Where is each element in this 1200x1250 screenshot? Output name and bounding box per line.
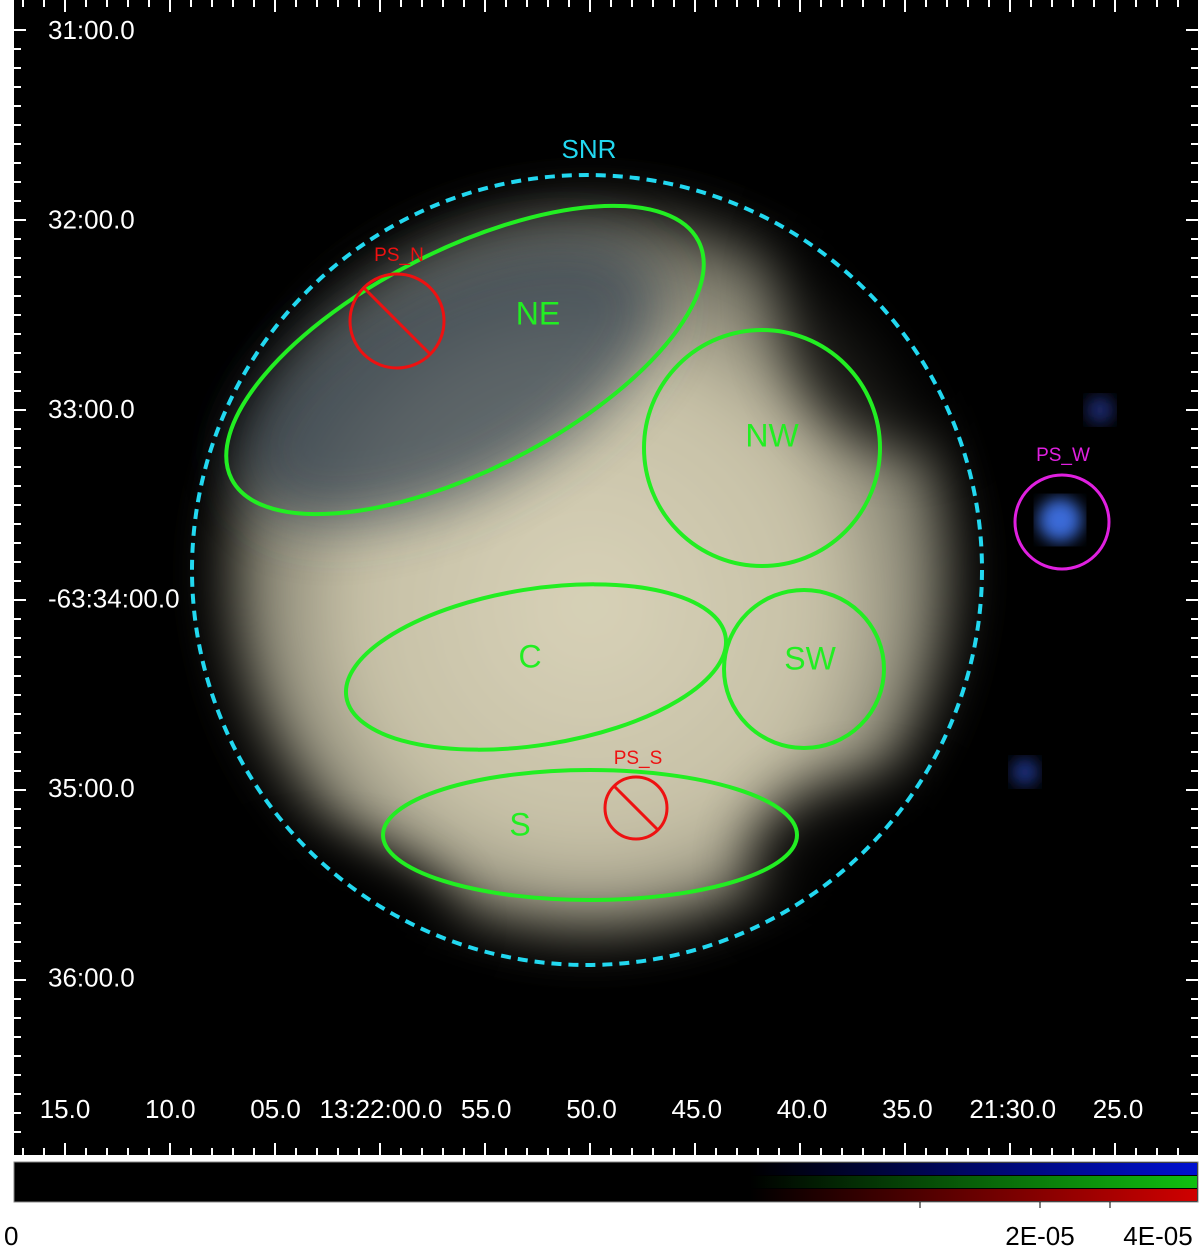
y-axis-label: -63:34:00.0: [48, 583, 180, 613]
x-axis-label: 13:22:00.0: [319, 1094, 442, 1124]
region-c: [343, 582, 729, 752]
exclusion-line: [362, 286, 432, 356]
colorbar-label: 0: [4, 1221, 18, 1250]
region-label: PS_N: [374, 245, 424, 266]
frame-ticks: [14, 0, 1198, 1155]
y-axis-label: 33:00.0: [48, 394, 135, 424]
x-axis-label: 25.0: [1093, 1094, 1144, 1124]
region-ne: [224, 203, 706, 517]
colorbar-green: [750, 1176, 1197, 1188]
x-axis-label: 45.0: [671, 1094, 722, 1124]
colorbar-label: 4E-05: [1123, 1221, 1192, 1250]
region-ps-n: [348, 272, 446, 370]
region-label: PS_W: [1036, 445, 1090, 466]
region-s: [381, 768, 799, 902]
region-sw: [722, 588, 886, 750]
x-axis-label: 05.0: [250, 1094, 301, 1124]
y-axis-label: 32:00.0: [48, 204, 135, 234]
region-label: S: [509, 806, 530, 842]
x-axis-labels: 15.0 10.0 05.0 13:22:00.0 55.0 50.0 45.0 40.0 35…: [40, 1094, 1144, 1124]
region-snr: [190, 173, 984, 967]
region-label: SNR: [562, 134, 617, 164]
x-axis-label: 21:30.0: [969, 1094, 1056, 1124]
region-label: C: [518, 638, 541, 674]
x-axis-label: 10.0: [145, 1094, 196, 1124]
y-axis-label: 31:00.0: [48, 15, 135, 45]
x-axis-label: 40.0: [777, 1094, 828, 1124]
colorbar: 0 2E-05 4E-05: [4, 1161, 1199, 1250]
region-labels: SNR NE NW C SW S PS_N PS_S PS_W: [374, 134, 1090, 843]
x-axis-label: 50.0: [566, 1094, 617, 1124]
nebula: [210, 150, 1114, 990]
y-axis-labels: 31:00.0 32:00.0 33:00.0 -63:34:00.0 35:00.0 3…: [48, 15, 180, 993]
region-ps-s: [603, 775, 669, 841]
y-axis-label: 35:00.0: [48, 773, 135, 803]
region-label: PS_S: [614, 748, 663, 769]
x-axis-label: 15.0: [40, 1094, 91, 1124]
region-nw: [642, 328, 882, 568]
region-label: NE: [516, 295, 560, 331]
x-axis-label: 35.0: [882, 1094, 933, 1124]
colorbar-label: 2E-05: [1005, 1221, 1074, 1250]
colorbar-red: [750, 1189, 1197, 1201]
colorbar-blue: [750, 1163, 1197, 1175]
region-ps-w: [1013, 473, 1111, 571]
region-label: SW: [784, 640, 836, 676]
exclusion-line: [612, 784, 660, 832]
region-label: NW: [745, 417, 799, 453]
x-axis-label: 55.0: [461, 1094, 512, 1124]
regions: [190, 173, 1111, 967]
y-axis-label: 36:00.0: [48, 962, 135, 992]
